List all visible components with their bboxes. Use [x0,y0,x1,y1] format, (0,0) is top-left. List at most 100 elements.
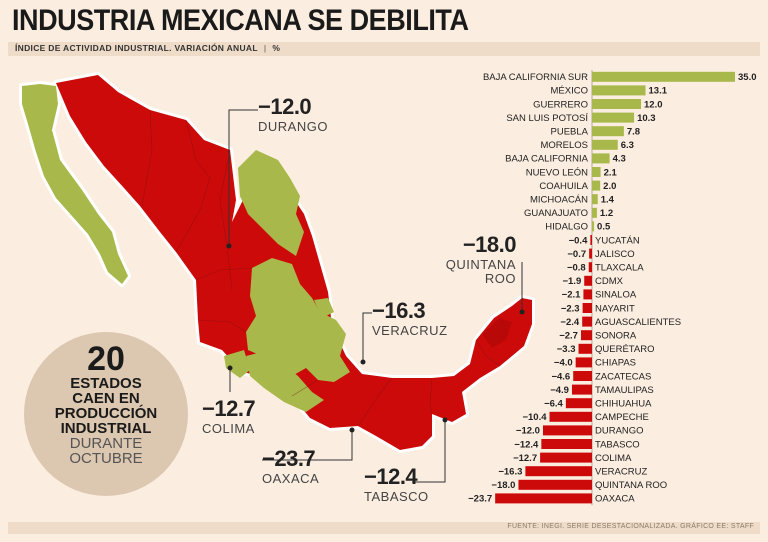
category-label: CAMPECHE [595,412,649,423]
bar [590,235,592,245]
value-label: 4.3 [613,154,626,165]
annotation-state: QUINTANA [445,257,516,272]
category-label: NUEVO LEÓN [526,167,588,178]
subtitle-text: ÍNDICE DE ACTIVIDAD INDUSTRIAL. VARIACIÓ… [15,43,258,53]
category-label: HIDALGO [545,222,588,233]
category-label: CHIAPAS [595,358,636,369]
bar [565,398,592,409]
value-label: −0.7 [567,249,586,260]
bar [588,262,592,273]
category-label: NAYARIT [595,303,635,314]
leader-lines [228,109,523,483]
value-label: −4.9 [550,385,569,396]
chart-subtitle: ÍNDICE DE ACTIVIDAD INDUSTRIAL. VARIACIÓ… [15,43,280,53]
annotation-value: −12.7 [202,396,256,421]
annotation-tabasco: −12.4 TABASCO [364,464,429,504]
bar [495,493,592,504]
map-hidalgo [314,298,334,318]
subtitle-bar [8,42,760,56]
bar [592,180,601,191]
value-label: −1.9 [562,276,581,287]
callout-text: PRODUCCIÓN [54,405,158,422]
category-label: ZACATECAS [595,371,651,382]
value-label: −4.0 [554,358,573,369]
map-guerrero [246,352,324,412]
category-label: JALISCO [595,249,635,260]
value-label: −3.3 [557,344,576,355]
category-label: BAJA CALIFORNIA [505,154,589,165]
bar [592,112,635,123]
value-label: −16.3 [498,467,522,478]
bar [540,452,592,463]
value-label: −2.4 [560,317,579,328]
map-states [22,75,532,450]
bar [571,384,592,395]
category-label: SINALOA [595,290,637,301]
map-coahuila-nuevo-leon [238,150,304,256]
value-label: −10.4 [522,412,547,423]
value-label: 35.0 [738,72,757,83]
bar [592,194,598,205]
value-label: 2.1 [604,167,618,178]
category-label: QUINTANA ROO [595,480,667,491]
bar [592,85,646,96]
annotation-value: −12.0 [258,94,312,119]
annotation-quintana-roo: −18.0 QUINTANA ROO [444,234,517,286]
annotation-veracruz: −16.3 VERACRUZ [372,300,448,338]
callout-text: DURANTE [69,435,143,452]
annotation-state: TABASCO [364,489,429,504]
category-label: COAHUILA [539,181,588,192]
value-label: −0.8 [567,263,586,274]
callout-text: INDUSTRIAL [60,420,152,437]
map-baja-california [22,84,128,284]
category-label: COLIMA [595,453,632,464]
subtitle-separator: | [263,43,267,53]
bar [592,153,610,164]
value-label: −12.4 [514,439,539,450]
bar [592,221,595,232]
callout-text: CAEN EN [72,390,140,407]
value-label: 6.3 [621,140,634,151]
value-label: −0.4 [569,235,588,246]
bar [583,289,592,300]
category-label: CDMX [595,276,624,287]
callout-text: OCTUBRE [69,450,143,467]
leader-dots [226,243,525,433]
bar [580,330,592,341]
bar [549,411,592,422]
category-label: OAXACA [595,494,635,505]
annotation-colima: −12.7 COLIMA [202,396,256,436]
callout-badge: 20 ESTADOS CAEN EN PRODUCCIÓN INDUSTRIAL… [24,332,188,496]
map-state-borders [141,109,501,427]
bar [582,303,592,313]
value-label: 7.8 [627,127,640,138]
value-label: −18.0 [491,480,515,491]
bar [592,167,601,177]
bar [592,207,597,218]
footer-bar [8,522,760,534]
bar [542,425,592,436]
map-central-states [246,258,350,382]
bar [592,126,624,137]
value-label: −23.7 [468,494,492,505]
category-label: SAN LUIS POTOSÍ [506,113,588,124]
category-label: TLAXCALA [595,263,644,274]
value-label: −4.6 [551,371,570,382]
bar [578,343,592,354]
bar [592,139,618,150]
bar [541,439,592,449]
category-label: MICHOACÁN [530,195,588,206]
category-label: VERACRUZ [595,467,647,478]
category-label: CHIHUAHUA [595,399,652,410]
value-label: 1.2 [600,208,613,219]
value-label: 2.0 [603,181,616,192]
annotation-oaxaca: −23.7 OAXACA [262,448,319,486]
bar [525,466,592,477]
bar [582,316,592,327]
bar [592,71,735,82]
annotation-value: −12.4 [364,464,418,489]
bar [584,275,592,286]
